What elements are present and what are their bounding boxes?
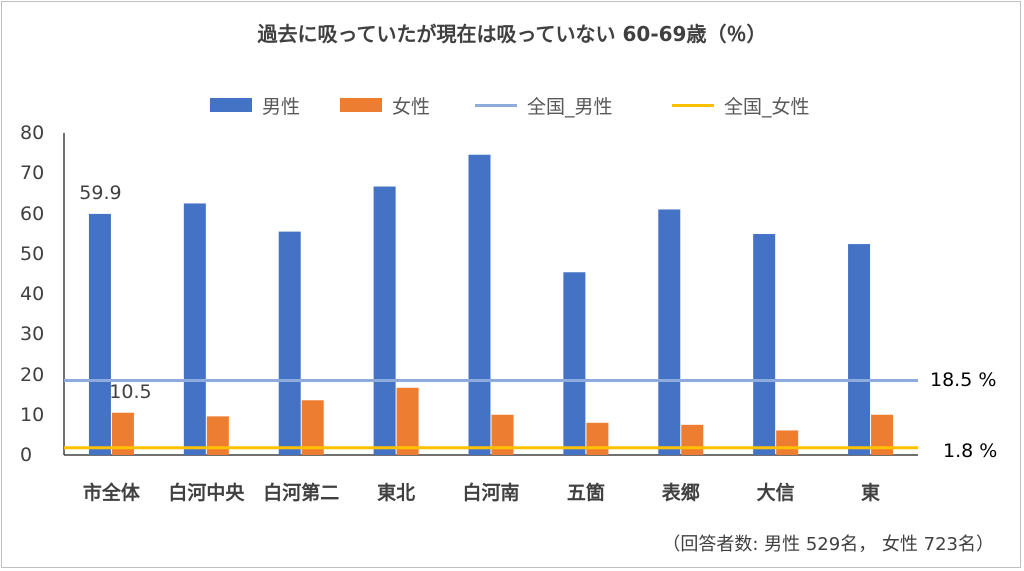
y-tick-label: 20 (20, 363, 45, 386)
bar-female-3 (396, 387, 419, 455)
bar-female-2 (301, 400, 324, 455)
legend-swatch-female (340, 98, 382, 112)
legend-label-national-male: 全国_男性 (527, 95, 613, 118)
legend-item-male: 男性 (210, 94, 301, 118)
chart-title: 過去に吸っていたが現在は吸っていない 60-69歳（％） (257, 22, 767, 46)
legend-item-female: 女性 (340, 94, 431, 118)
bar-male-3 (373, 186, 396, 455)
x-tick-label: 市全体 (82, 482, 140, 504)
y-tick-label: 50 (20, 242, 45, 265)
ref-label-national-male: 18.5 % (930, 369, 997, 391)
bar-female-0 (111, 412, 134, 455)
y-tick-label: 60 (20, 202, 45, 225)
legend-swatch-national-female (672, 103, 714, 107)
x-tick-label: 白河中央 (168, 482, 245, 504)
x-tick-label: 表郷 (661, 482, 700, 504)
y-tick-label: 40 (20, 283, 45, 305)
y-tick-label: 70 (20, 162, 45, 185)
y-tick-label: 10 (20, 403, 45, 426)
bar-male-5 (563, 272, 586, 455)
legend-swatch-national-male (475, 103, 517, 107)
bar-male-6 (658, 209, 681, 455)
legend-item-national-male: 全国_男性 (475, 94, 613, 118)
legend: 男性 女性 全国_男性 全国_女性 (0, 94, 1024, 118)
x-tick-label: 東 (861, 482, 881, 504)
bar-male-2 (278, 231, 301, 455)
data-label: 59.9 (79, 181, 122, 204)
bar-male-7 (753, 234, 776, 455)
x-tick-label: 白河南 (462, 482, 520, 504)
legend-label-female: 女性 (392, 95, 431, 118)
legend-label-national-female: 全国_女性 (724, 95, 810, 118)
data-label: 10.5 (109, 380, 152, 403)
bar-male-8 (848, 244, 871, 455)
bar-female-7 (776, 430, 799, 455)
respondents-note: （回答者数: 男性 529名， 女性 723名） (662, 534, 994, 555)
x-tick-label: 大信 (756, 482, 795, 504)
ref-label-national-female: 1.8 % (943, 440, 998, 462)
bar-female-4 (491, 414, 514, 455)
y-tick-label: 30 (20, 323, 45, 346)
y-tick-label: 0 (20, 444, 33, 466)
legend-label-male: 男性 (262, 95, 301, 118)
legend-swatch-male (210, 98, 252, 112)
y-tick-label: 80 (20, 122, 45, 144)
bar-male-0 (88, 213, 111, 455)
legend-item-national-female: 全国_女性 (672, 94, 810, 118)
bar-male-4 (468, 154, 491, 456)
x-tick-label: 五箇 (566, 482, 605, 504)
x-tick-label: 東北 (377, 482, 416, 504)
bar-female-6 (681, 424, 704, 455)
bar-female-8 (871, 414, 894, 455)
x-tick-label: 白河第二 (263, 482, 340, 504)
bar-female-5 (586, 422, 609, 455)
bar-female-1 (206, 416, 229, 455)
bar-male-1 (183, 203, 206, 455)
